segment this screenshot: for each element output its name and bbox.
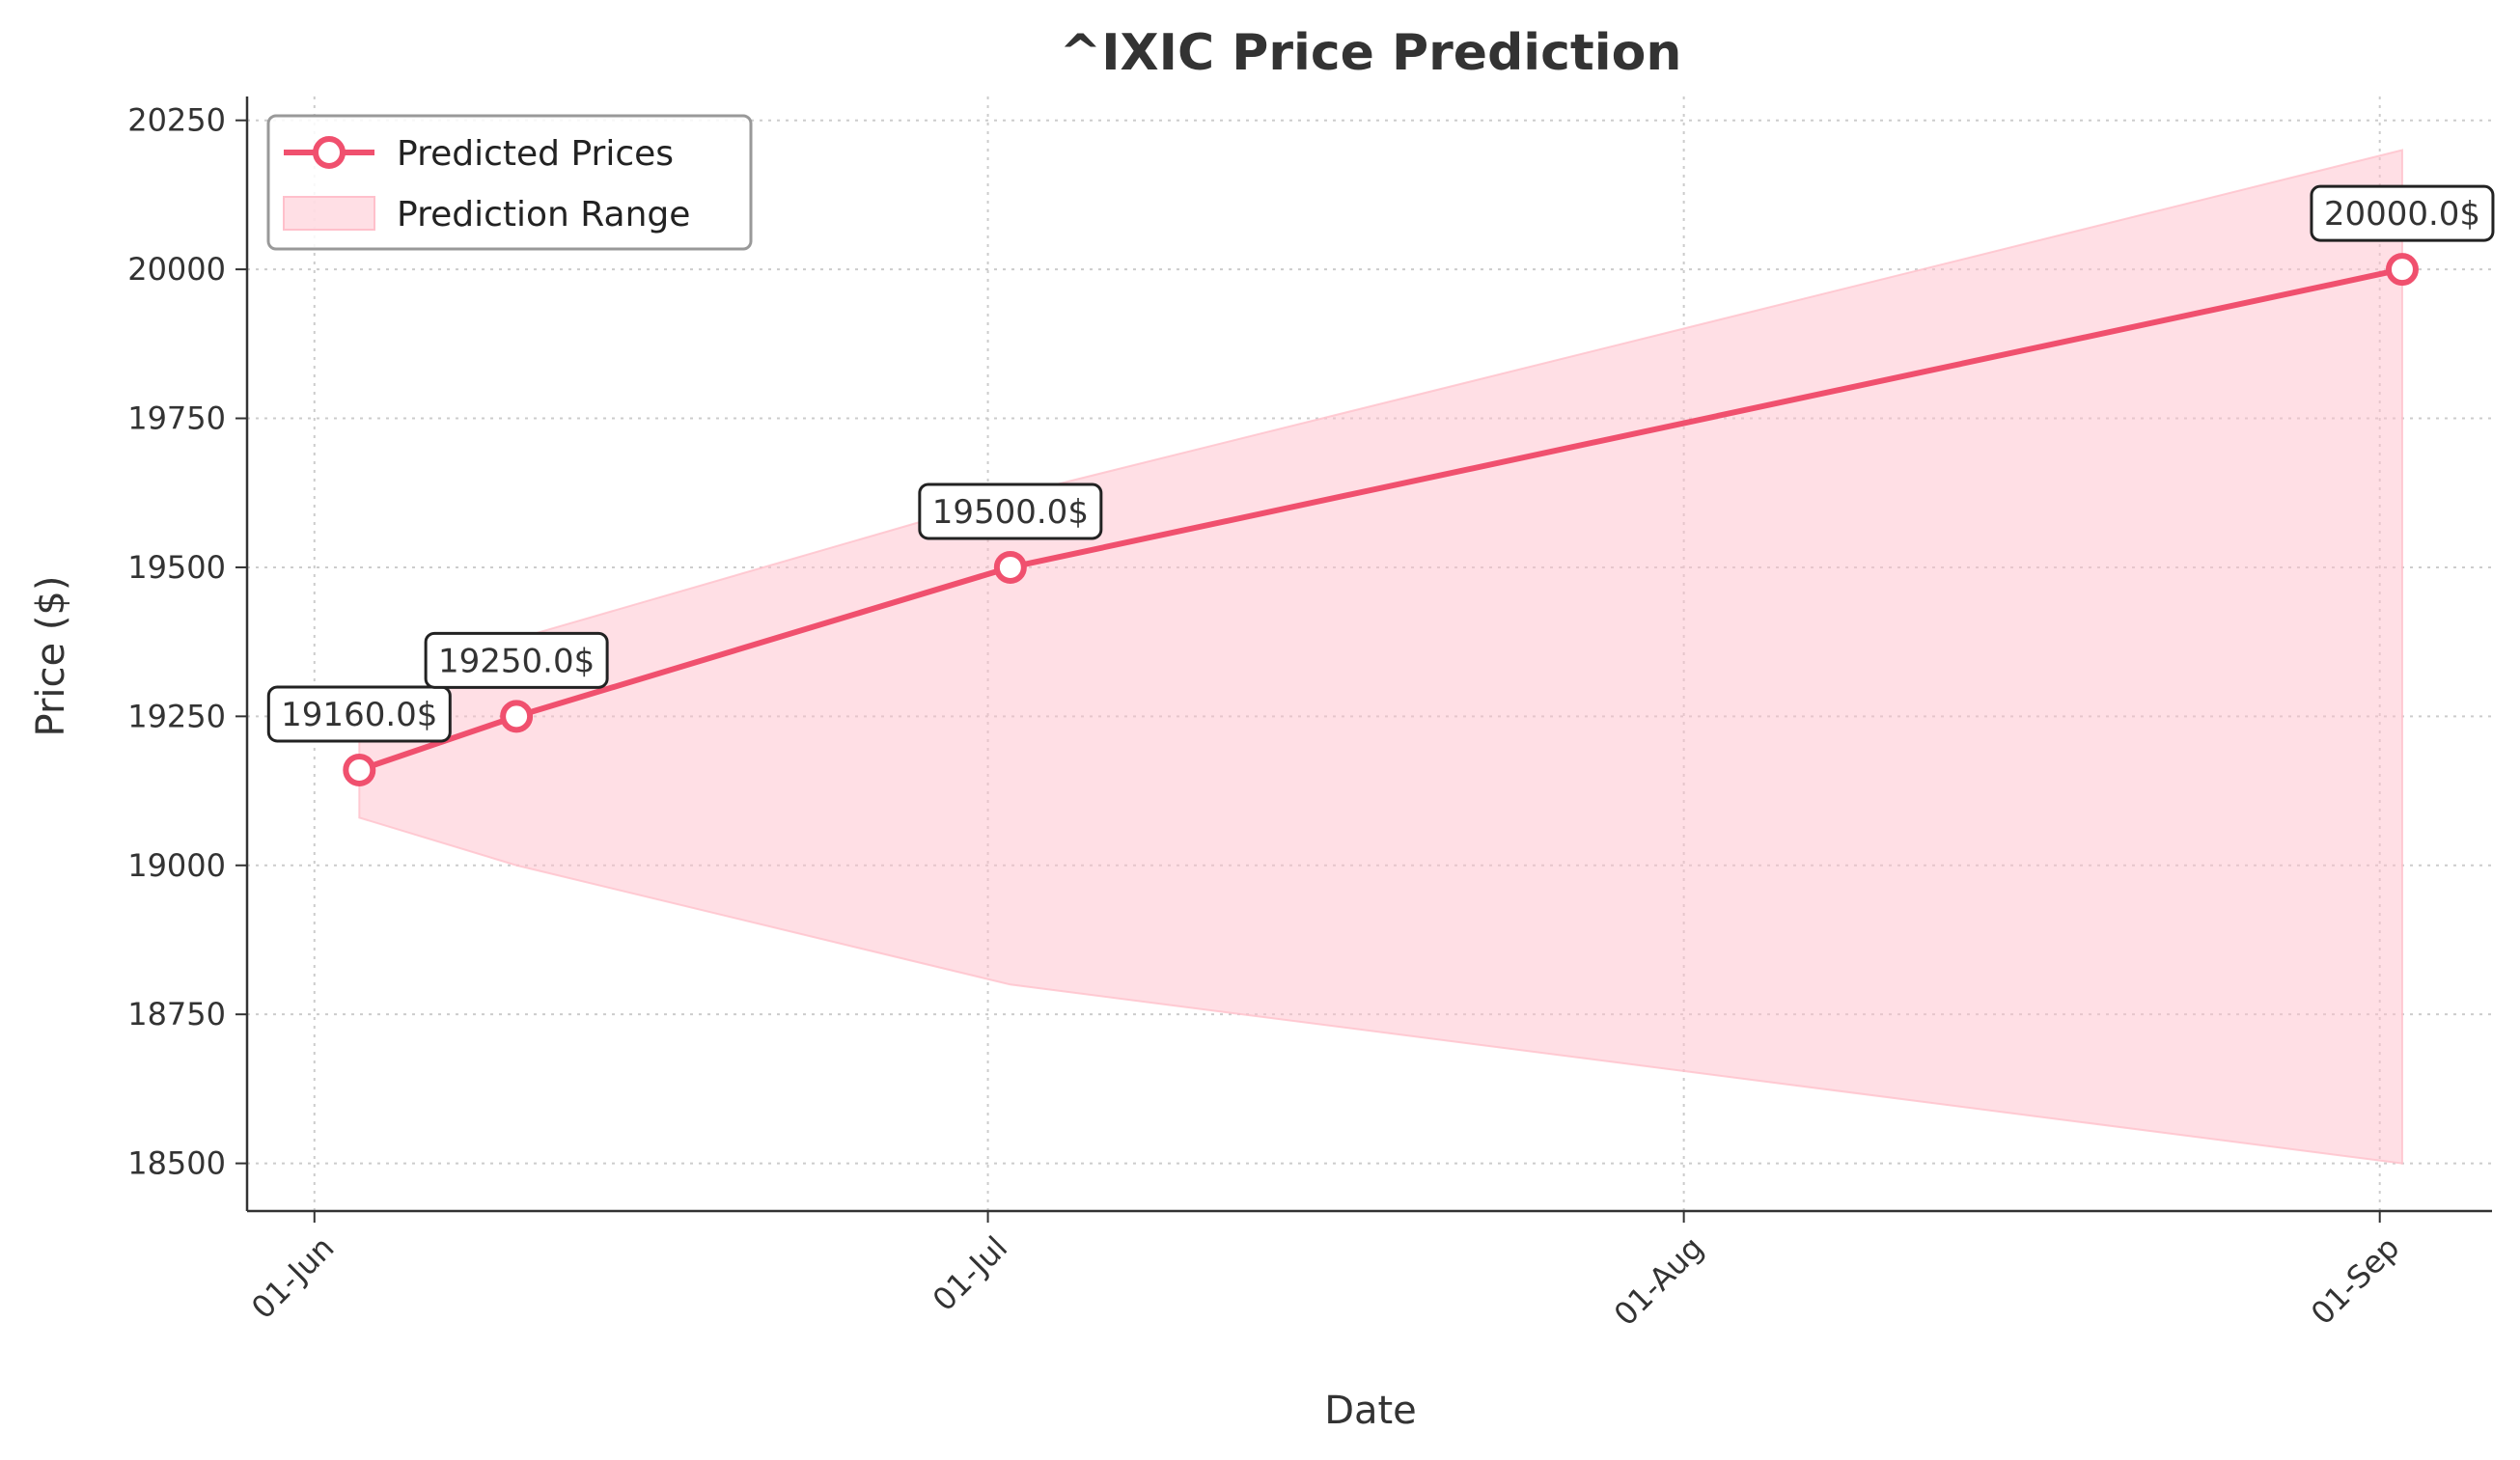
data-labels: 19160.0$19250.0$ 19500.0$ 20000.0$ xyxy=(266,184,2495,743)
legend-box xyxy=(266,114,753,251)
x-tick-label: 01-Jul xyxy=(926,1229,1014,1318)
data-label-text: 19160.0$ xyxy=(281,696,437,734)
x-tick-label: 01-Jun xyxy=(244,1229,341,1326)
legend-item-prediction-range: Prediction Range xyxy=(283,195,690,234)
data-point-marker xyxy=(343,753,376,786)
legend-item-predicted-prices: Predicted Prices xyxy=(284,134,674,174)
data-points xyxy=(343,253,2419,786)
y-axis-title: Price ($) xyxy=(29,576,73,737)
legend-marker-swatch xyxy=(313,136,346,169)
x-tick-label: 01-Sep xyxy=(2304,1229,2406,1332)
y-tick-label: 19500 xyxy=(127,549,226,586)
chart-title: ^IXIC Price Prediction xyxy=(1060,24,1682,82)
data-label-box xyxy=(2310,184,2495,242)
data-label: 19500.0$ xyxy=(918,482,1103,540)
prediction-range-area xyxy=(358,149,2403,1165)
data-label-text: 20000.0$ xyxy=(2324,195,2480,234)
y-tick-label: 20000 xyxy=(127,251,226,288)
data-point-marker xyxy=(500,700,534,733)
y-tick-label: 18750 xyxy=(127,996,226,1033)
legend: Predicted Prices Prediction Range xyxy=(266,114,753,251)
y-tick-label: 18500 xyxy=(127,1145,226,1182)
y-tick-label: 19000 xyxy=(127,847,226,884)
legend-label: Predicted Prices xyxy=(397,134,674,174)
data-point-marker xyxy=(993,550,1027,584)
x-axis-title: Date xyxy=(1324,1389,1417,1433)
data-label: 20000.0$ xyxy=(2310,184,2495,242)
data-label-text: 19500.0$ xyxy=(932,493,1089,532)
y-tick-label: 19250 xyxy=(127,698,226,734)
predicted-prices-line xyxy=(358,266,2403,773)
y-tick-label: 20250 xyxy=(127,102,226,139)
data-point-marker xyxy=(2385,253,2419,287)
data-label: 19250.0$ xyxy=(424,631,609,689)
data-label-box xyxy=(424,631,609,689)
y-tick-label: 19750 xyxy=(127,400,226,437)
legend-label: Prediction Range xyxy=(397,195,690,234)
data-label-text: 19250.0$ xyxy=(438,642,595,680)
legend-area-swatch xyxy=(283,196,375,231)
prediction-range-band xyxy=(358,149,2403,1165)
data-label-box xyxy=(266,685,452,743)
x-tick-label: 01-Aug xyxy=(1607,1229,1711,1334)
predicted-prices-polyline xyxy=(358,266,2403,773)
data-label-box xyxy=(918,482,1103,540)
data-label: 19160.0$ xyxy=(266,685,452,743)
